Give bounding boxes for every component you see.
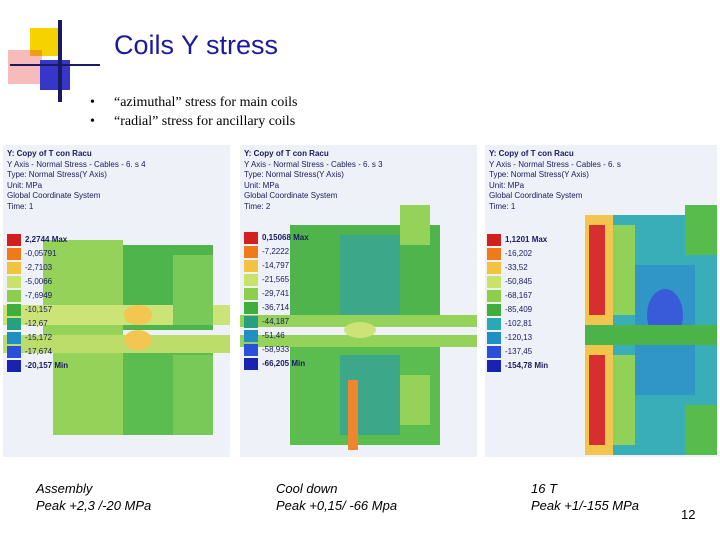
scale-value: -7,2222: [262, 247, 290, 256]
scale-value: -51,46: [262, 331, 285, 340]
scale-value: -44,187: [262, 317, 290, 326]
bullet-item: “azimuthal” stress for main coils: [90, 93, 298, 112]
scale-value: -68,167: [505, 291, 533, 300]
decor-red-square: [8, 50, 42, 84]
caption-peak: Peak +2,3 /-20 MPa: [36, 498, 152, 513]
legend-line: Unit: MPa: [489, 180, 525, 190]
color-scale: 2,2744 Max -0,05791 -2,7103 -5,0066 -7,6…: [7, 233, 68, 373]
caption-assembly: Assembly Peak +2,3 /-20 MPa: [36, 480, 151, 514]
scale-value: -21,565: [262, 275, 290, 284]
scale-value: -0,05791: [25, 249, 57, 258]
stress-plot-assembly: Y: Copy of T con Racu Y Axis - Normal St…: [3, 145, 230, 457]
scale-value: -15,172: [25, 333, 53, 342]
legend-line: Unit: MPa: [244, 180, 280, 190]
scale-value: -58,933: [262, 345, 290, 354]
scale-value: 0,15068 Max: [262, 233, 309, 242]
caption-16t: 16 T Peak +1/-155 MPa: [531, 480, 639, 514]
bullet-list: “azimuthal” stress for main coils “radia…: [90, 93, 298, 131]
decor-yellow-square: [30, 28, 58, 56]
legend-line: Time: 1: [7, 201, 34, 211]
scale-value: -5,0066: [25, 277, 53, 286]
legend-line: Y: Copy of T con Racu: [489, 149, 574, 158]
legend-line: Y: Copy of T con Racu: [7, 149, 92, 158]
scale-value: -36,714: [262, 303, 290, 312]
plot-legend: Y: Copy of T con Racu Y Axis - Normal St…: [244, 149, 383, 212]
scale-value: -10,157: [25, 305, 53, 314]
scale-value: 1,1201 Max: [505, 235, 548, 244]
scale-value: -50,845: [505, 277, 533, 286]
plot-legend: Y: Copy of T con Racu Y Axis - Normal St…: [7, 149, 146, 212]
bullet-item: “radial” stress for ancillary coils: [90, 112, 298, 131]
scale-value: -29,741: [262, 289, 290, 298]
color-scale: 0,15068 Max -7,2222 -14,797 -21,565 -29,…: [244, 231, 309, 371]
legend-line: Global Coordinate System: [7, 191, 101, 200]
slide-title: Coils Y stress: [114, 30, 279, 60]
caption-peak: Peak +1/-155 MPa: [531, 498, 640, 513]
caption-title: 16 T: [531, 481, 558, 496]
stress-contour-figure: [240, 145, 477, 457]
scale-value: -2,7103: [25, 263, 53, 272]
legend-line: Global Coordinate System: [489, 191, 583, 200]
stress-plot-cool-down: Y: Copy of T con Racu Y Axis - Normal St…: [240, 145, 477, 457]
scale-value: -20,157 Min: [25, 361, 69, 370]
scale-value: 2,2744 Max: [25, 235, 68, 244]
scale-value: -14,797: [262, 261, 290, 270]
legend-line: Type: Normal Stress(Y Axis): [7, 170, 107, 179]
legend-line: Y Axis - Normal Stress - Cables - 6. s 4: [7, 159, 146, 169]
legend-line: Unit: MPa: [7, 180, 43, 190]
caption-title: Assembly: [36, 481, 93, 496]
scale-value: -16,202: [505, 249, 533, 258]
page-number: 12: [681, 507, 696, 522]
scale-value: -7,6949: [25, 291, 53, 300]
caption-peak: Peak +0,15/ -66 Mpa: [276, 498, 398, 513]
color-scale: 1,1201 Max -16,202 -33,52 -50,845 -68,16…: [487, 233, 548, 373]
decor-vertical-line: [58, 20, 62, 102]
stress-contour-figure: [3, 145, 230, 457]
legend-line: Time: 1: [489, 201, 516, 211]
legend-line: Time: 2: [244, 201, 271, 211]
scale-value: -12,67: [25, 319, 48, 328]
legend-line: Y Axis - Normal Stress - Cables - 6. s 3: [244, 159, 383, 169]
scale-value: -33,52: [505, 263, 528, 272]
legend-line: Global Coordinate System: [244, 191, 338, 200]
scale-value: -17,674: [25, 347, 53, 356]
scale-value: -154,78 Min: [505, 361, 549, 370]
stress-contour-figure: [485, 145, 717, 457]
scale-value: -66,205 Min: [262, 359, 306, 368]
legend-line: Type: Normal Stress(Y Axis): [244, 170, 344, 179]
scale-value: -120,13: [505, 333, 533, 342]
legend-line: Type: Normal Stress(Y Axis): [489, 170, 589, 179]
stress-plot-16t: Y: Copy of T con Racu Y Axis - Normal St…: [485, 145, 717, 457]
decor-horizontal-line: [10, 64, 100, 66]
legend-line: Y Axis - Normal Stress - Cables - 6. s: [489, 159, 621, 169]
plot-legend: Y: Copy of T con Racu Y Axis - Normal St…: [489, 149, 621, 212]
caption-title: Cool down: [276, 481, 338, 496]
scale-value: -85,409: [505, 305, 533, 314]
scale-value: -102,81: [505, 319, 533, 328]
scale-value: -137,45: [505, 347, 533, 356]
legend-line: Y: Copy of T con Racu: [244, 149, 329, 158]
caption-cool-down: Cool down Peak +0,15/ -66 Mpa: [276, 480, 397, 514]
